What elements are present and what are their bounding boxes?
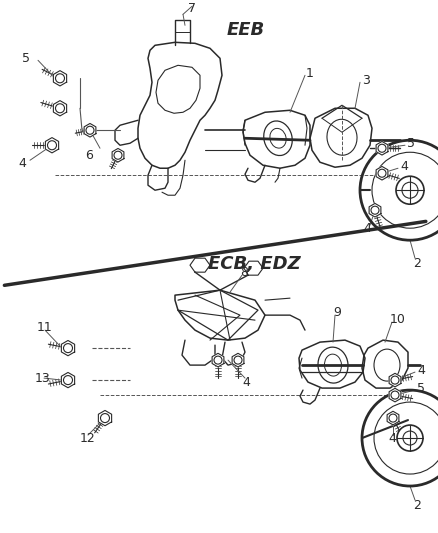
Text: 9: 9 [332,305,340,319]
Text: 12: 12 [80,432,95,445]
Text: 5: 5 [22,52,30,65]
Text: 4: 4 [416,364,424,377]
Text: EEB: EEB [226,21,265,38]
Text: 4: 4 [18,157,26,169]
Polygon shape [388,373,400,387]
Text: 4: 4 [387,432,395,445]
Polygon shape [388,389,400,402]
Text: 5: 5 [416,382,424,394]
Text: 13: 13 [35,372,51,385]
Polygon shape [53,101,67,116]
Text: 3: 3 [361,74,369,87]
Text: 11: 11 [37,321,53,334]
Polygon shape [45,138,59,153]
Polygon shape [61,341,74,356]
Text: 4: 4 [362,222,370,235]
Text: 1: 1 [305,67,313,80]
Polygon shape [98,410,111,426]
Text: 2: 2 [412,257,420,270]
Polygon shape [232,353,244,367]
Circle shape [395,176,423,204]
Text: 7: 7 [187,2,195,15]
Text: 5: 5 [406,137,414,150]
Text: 8: 8 [240,265,247,279]
Polygon shape [375,141,387,155]
Text: 10: 10 [389,313,405,326]
Polygon shape [53,71,67,86]
Polygon shape [112,149,124,162]
Polygon shape [84,124,95,137]
Polygon shape [375,166,387,180]
Polygon shape [212,353,223,367]
Polygon shape [61,373,74,387]
Text: 4: 4 [241,376,249,389]
Text: 2: 2 [412,498,420,512]
Polygon shape [386,411,398,425]
Circle shape [396,425,422,451]
Text: 4: 4 [399,160,407,173]
Polygon shape [368,204,380,217]
Text: ECB, EDZ: ECB, EDZ [208,255,300,273]
Text: 6: 6 [85,149,93,161]
